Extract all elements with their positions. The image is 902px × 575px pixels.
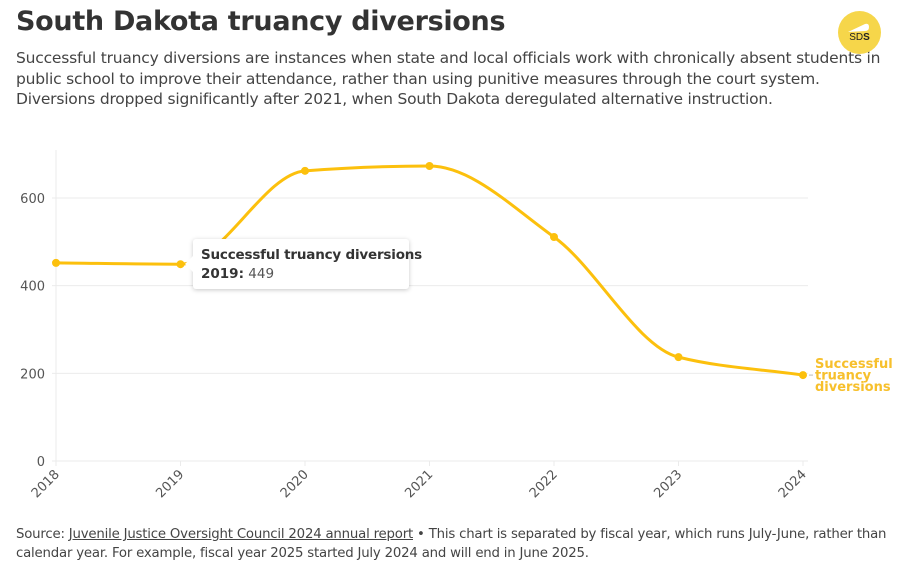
x-tick-label-2021: 2021 <box>402 467 436 501</box>
data-point-2022 <box>550 233 558 242</box>
source-prefix: Source: <box>16 527 65 542</box>
logo-text-light: SD <box>849 32 864 43</box>
data-point-2024 <box>799 371 807 380</box>
chart-title: South Dakota truancy diversions <box>16 6 506 37</box>
y-tick-label-600: 600 <box>20 192 45 207</box>
x-tick-label-2024: 2024 <box>776 467 810 501</box>
tooltip-value: 449 <box>248 266 275 282</box>
x-tick-label-2018: 2018 <box>29 467 63 501</box>
data-point-2019 <box>176 260 185 269</box>
x-tick-label-2020: 2020 <box>278 467 312 501</box>
y-tick-label-200: 200 <box>20 367 45 382</box>
data-point-2018 <box>52 258 60 267</box>
data-points <box>52 162 807 380</box>
series-line-successful-truancy-diversions <box>55 164 804 377</box>
chart-footer: Source: Juvenile Justice Oversight Counc… <box>16 525 896 563</box>
megaphone-icon <box>848 23 869 32</box>
sds-logo[interactable]: SDS <box>838 11 881 54</box>
tooltip-title: Successful truancy diversions <box>201 247 423 263</box>
data-point-2023 <box>674 353 683 362</box>
tooltip-year: 2019: <box>201 266 244 282</box>
x-axis: 2018 2019 2020 2021 2022 2023 2024 <box>29 461 810 501</box>
y-axis: 0 200 400 600 <box>20 192 45 470</box>
tooltip-arrow <box>185 256 193 272</box>
series-label-line-1: Successful <box>815 357 893 372</box>
data-point-2020 <box>301 166 309 175</box>
tooltip: Successful truancy diversions 2019: 449 <box>185 239 422 289</box>
tooltip-value-row: 2019: 449 <box>201 266 274 282</box>
x-tick-label-2023: 2023 <box>651 467 685 501</box>
x-tick-label-2022: 2022 <box>527 467 561 501</box>
chart-subtitle: Successful truancy diversions are instan… <box>16 49 881 108</box>
source-link[interactable]: Juvenile Justice Oversight Council 2024 … <box>68 527 413 542</box>
series-label-line-2: truancy <box>815 369 872 384</box>
footer-note: • This chart is separated by fiscal year… <box>16 527 887 561</box>
data-point-2021 <box>425 162 434 171</box>
y-tick-label-400: 400 <box>20 280 45 295</box>
x-tick-label-2019: 2019 <box>153 467 187 501</box>
grid-lines <box>52 150 808 462</box>
logo-text-bold: S <box>863 32 870 43</box>
y-tick-label-0: 0 <box>37 455 45 470</box>
logo-text: SDS <box>838 32 881 43</box>
series-label-line-3: diversions <box>815 380 891 395</box>
